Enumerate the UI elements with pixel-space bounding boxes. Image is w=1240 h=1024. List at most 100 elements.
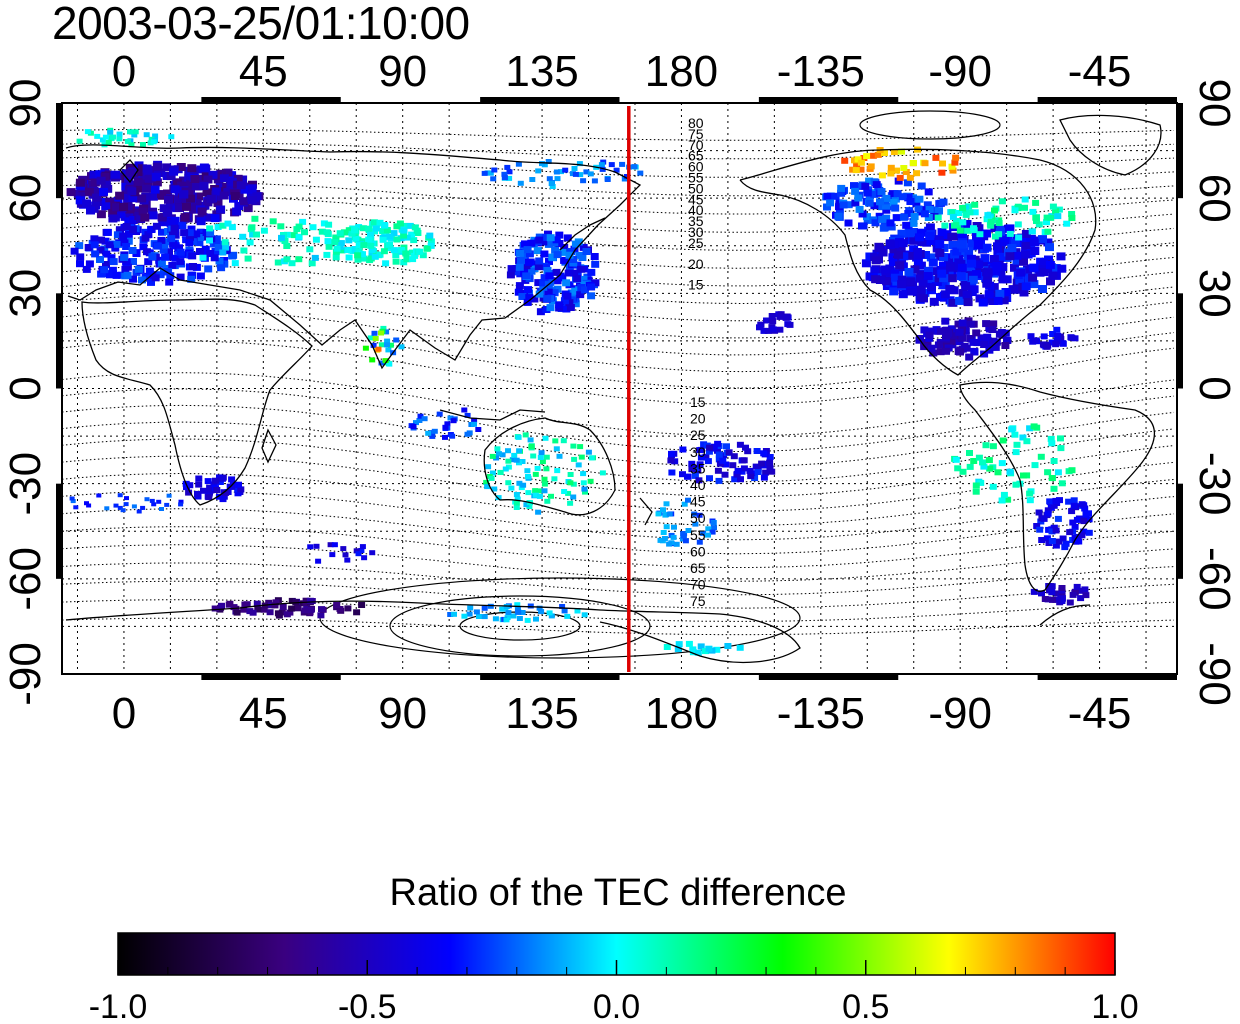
tec-data-cell xyxy=(386,241,393,248)
tec-data-cell xyxy=(894,250,904,259)
tec-data-cell xyxy=(706,475,713,482)
tec-data-cell xyxy=(202,233,211,241)
tec-data-cell xyxy=(762,460,769,467)
tec-data-cell xyxy=(513,500,520,506)
tec-data-cell xyxy=(180,229,189,237)
tec-data-cell xyxy=(194,192,204,201)
tec-data-cell xyxy=(1073,516,1081,523)
tec-data-cell xyxy=(278,234,285,241)
tec-data-cell xyxy=(426,232,434,239)
tec-data-cell xyxy=(666,541,673,547)
tec-data-cell xyxy=(204,265,213,273)
tec-data-cell xyxy=(183,484,190,491)
tec-data-cell xyxy=(865,252,875,261)
tec-data-cell xyxy=(968,275,978,284)
tec-data-cell xyxy=(983,268,993,277)
lat-tick-left: -30 xyxy=(1,452,50,516)
tec-data-cell xyxy=(553,277,562,285)
colorbar-tick-label: 0.0 xyxy=(593,988,640,1024)
tec-data-cell xyxy=(947,325,956,333)
tec-data-cell xyxy=(756,324,763,331)
tec-data-cell xyxy=(128,216,138,224)
tec-data-cell xyxy=(219,249,227,256)
tec-data-cell xyxy=(668,450,675,457)
tec-data-cell xyxy=(705,526,712,532)
tec-data-cell xyxy=(958,319,967,327)
tec-data-cell xyxy=(1071,534,1079,541)
tec-data-cell xyxy=(1080,528,1088,535)
coast-madagascar xyxy=(261,428,277,464)
tec-data-cell xyxy=(203,175,213,184)
tec-data-cell xyxy=(161,253,170,261)
tec-data-cell xyxy=(680,533,687,539)
contour-label: 75 xyxy=(688,126,704,142)
tec-data-cell xyxy=(164,195,173,204)
colorbar-tick-label: -1.0 xyxy=(89,988,148,1024)
tec-data-cell xyxy=(1044,228,1052,235)
tec-data-cell xyxy=(591,279,600,287)
mlat-contour xyxy=(62,580,1175,609)
tec-data-cell xyxy=(92,198,102,206)
tec-data-cell xyxy=(206,250,215,257)
tec-data-cell xyxy=(483,479,490,485)
tec-data-cell xyxy=(542,435,549,441)
tec-data-cell xyxy=(157,190,166,199)
tec-data-cell xyxy=(587,478,594,484)
tec-data-cell xyxy=(66,188,76,197)
tec-data-cell xyxy=(525,250,534,258)
tec-data-cell xyxy=(943,337,951,345)
tec-data-cell xyxy=(421,416,428,422)
contour-label: 15 xyxy=(690,394,706,410)
tec-data-cell xyxy=(85,260,94,268)
tec-data-cell xyxy=(534,263,543,271)
tec-data-cell xyxy=(887,170,895,177)
tec-data-cell xyxy=(464,412,471,418)
tec-data-cell xyxy=(537,455,544,460)
tec-data-cell xyxy=(518,293,527,300)
tec-data-cell xyxy=(505,464,512,470)
tec-data-cell xyxy=(505,610,512,616)
tec-data-cell xyxy=(236,181,246,190)
tec-data-cell xyxy=(506,175,513,181)
tec-data-cell xyxy=(84,501,89,506)
tec-data-cell xyxy=(325,221,333,228)
tec-data-cell xyxy=(1085,516,1093,523)
tec-data-cell xyxy=(999,437,1007,444)
tec-data-cell xyxy=(186,233,194,241)
tec-data-cell xyxy=(700,530,707,536)
tec-data-cell xyxy=(947,274,957,283)
tec-data-cell xyxy=(1048,583,1056,590)
lat-tick-right: -30 xyxy=(1190,452,1239,516)
tec-data-cell xyxy=(112,271,121,279)
tec-data-cell xyxy=(915,233,925,242)
tec-data-cell xyxy=(766,454,774,460)
tec-data-cell xyxy=(186,180,196,189)
tec-data-cell xyxy=(904,193,913,201)
tec-data-cell xyxy=(475,427,482,432)
tec-data-cell xyxy=(524,286,532,294)
tec-data-cell xyxy=(196,217,206,226)
tec-data-cell xyxy=(769,326,777,333)
tec-data-cell xyxy=(1014,203,1022,210)
tec-data-cell xyxy=(964,250,974,258)
tec-data-cell xyxy=(127,187,137,196)
tec-data-cell xyxy=(565,490,572,496)
tec-data-cell xyxy=(1052,208,1060,215)
tec-data-cell xyxy=(307,606,315,613)
tec-data-cell xyxy=(76,253,85,261)
tec-data-cell xyxy=(867,163,875,170)
tec-data-cell xyxy=(164,502,170,507)
tec-data-cell xyxy=(538,450,545,456)
tec-data-cell xyxy=(939,274,949,283)
tec-data-cell xyxy=(560,297,569,305)
tec-data-cell xyxy=(515,282,524,290)
tec-data-cell xyxy=(694,649,702,656)
tec-data-cell xyxy=(165,248,173,256)
tec-data-cell xyxy=(861,259,871,268)
tec-data-cell xyxy=(865,177,874,185)
tec-data-cell xyxy=(1043,214,1051,221)
tec-data-cell xyxy=(138,276,146,284)
tec-data-cell xyxy=(199,182,209,190)
tec-data-cell xyxy=(991,267,1001,276)
border-bar-left xyxy=(56,293,62,389)
